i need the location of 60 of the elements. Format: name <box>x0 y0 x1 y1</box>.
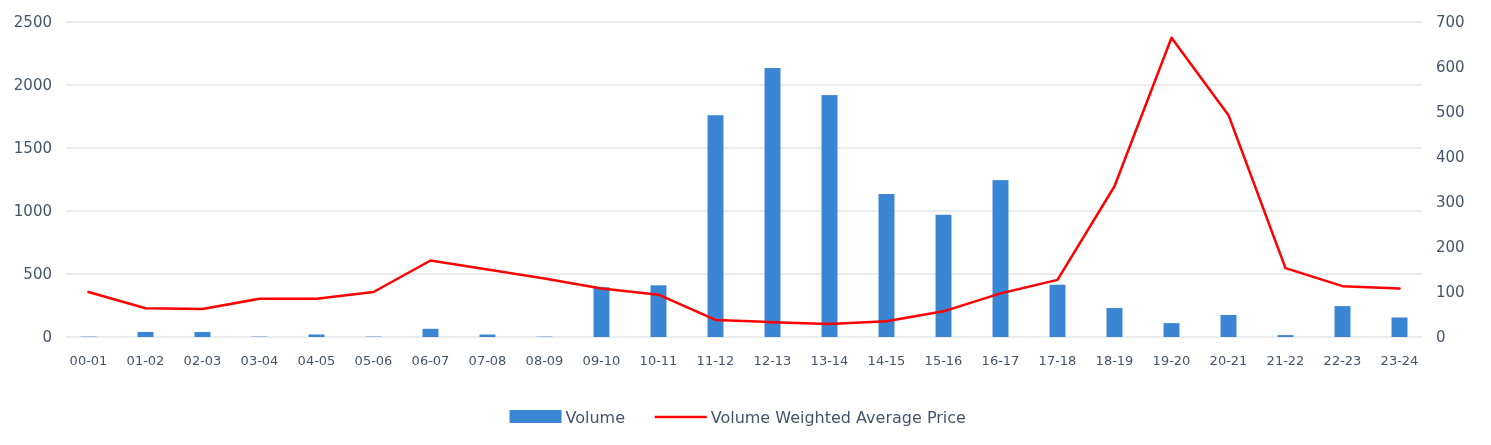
x-tick-label: 06-07 <box>411 353 450 368</box>
y2-tick-label: 500 <box>1436 103 1465 122</box>
y2-tick-label: 700 <box>1436 13 1465 32</box>
bar <box>935 214 952 337</box>
x-tick-label: 15-16 <box>924 353 963 368</box>
x-tick-label: 11-12 <box>696 353 735 368</box>
bar <box>821 95 838 337</box>
bar <box>1163 323 1180 337</box>
bar <box>1106 308 1123 337</box>
bar <box>764 67 781 337</box>
x-tick-label: 17-18 <box>1038 353 1077 368</box>
y2-tick-label: 200 <box>1436 238 1465 257</box>
legend-label: Volume <box>565 408 626 427</box>
x-tick-label: 16-17 <box>981 353 1020 368</box>
bar <box>1391 317 1408 337</box>
y2-tick-label: 0 <box>1436 328 1446 347</box>
bar <box>650 285 667 337</box>
x-tick-label: 07-08 <box>468 353 507 368</box>
legend-label: Volume Weighted Average Price <box>710 408 966 427</box>
x-tick-label: 02-03 <box>183 353 222 368</box>
y2-tick-label: 300 <box>1436 193 1465 212</box>
x-tick-label: 14-15 <box>867 353 906 368</box>
x-tick-label: 00-01 <box>69 353 108 368</box>
x-tick-label: 18-19 <box>1095 353 1134 368</box>
x-tick-label: 08-09 <box>525 353 564 368</box>
y2-tick-label: 100 <box>1436 283 1465 302</box>
y-tick-label: 500 <box>23 265 52 284</box>
bar <box>194 331 211 337</box>
bar <box>308 334 325 337</box>
y2-tick-label: 400 <box>1436 148 1465 167</box>
bar <box>137 331 154 337</box>
y-tick-label: 1000 <box>13 202 52 221</box>
x-tick-label: 13-14 <box>810 353 849 368</box>
x-tick-label: 19-20 <box>1152 353 1191 368</box>
bar <box>1220 314 1237 337</box>
x-tick-label: 20-21 <box>1209 353 1248 368</box>
y-tick-label: 1500 <box>13 139 52 158</box>
x-tick-label: 21-22 <box>1266 353 1305 368</box>
bar <box>992 180 1009 337</box>
bar <box>479 334 496 337</box>
x-tick-label: 09-10 <box>582 353 621 368</box>
x-tick-label: 10-11 <box>639 353 678 368</box>
bar <box>593 287 610 337</box>
x-tick-label: 23-24 <box>1380 353 1419 368</box>
bar <box>1049 284 1066 337</box>
x-tick-label: 04-05 <box>297 353 336 368</box>
y2-tick-label: 600 <box>1436 58 1465 77</box>
x-tick-label: 03-04 <box>240 353 279 368</box>
x-tick-label: 05-06 <box>354 353 393 368</box>
bar <box>878 193 895 337</box>
bar <box>422 328 439 337</box>
bar <box>707 115 724 337</box>
y-tick-label: 2500 <box>13 13 52 32</box>
x-tick-label: 22-23 <box>1323 353 1362 368</box>
bar <box>1334 306 1351 337</box>
x-tick-label: 01-02 <box>126 353 165 368</box>
line-series <box>87 36 1401 326</box>
y-tick-label: 2000 <box>13 76 52 95</box>
y-tick-label: 0 <box>42 328 52 347</box>
x-tick-label: 12-13 <box>753 353 792 368</box>
